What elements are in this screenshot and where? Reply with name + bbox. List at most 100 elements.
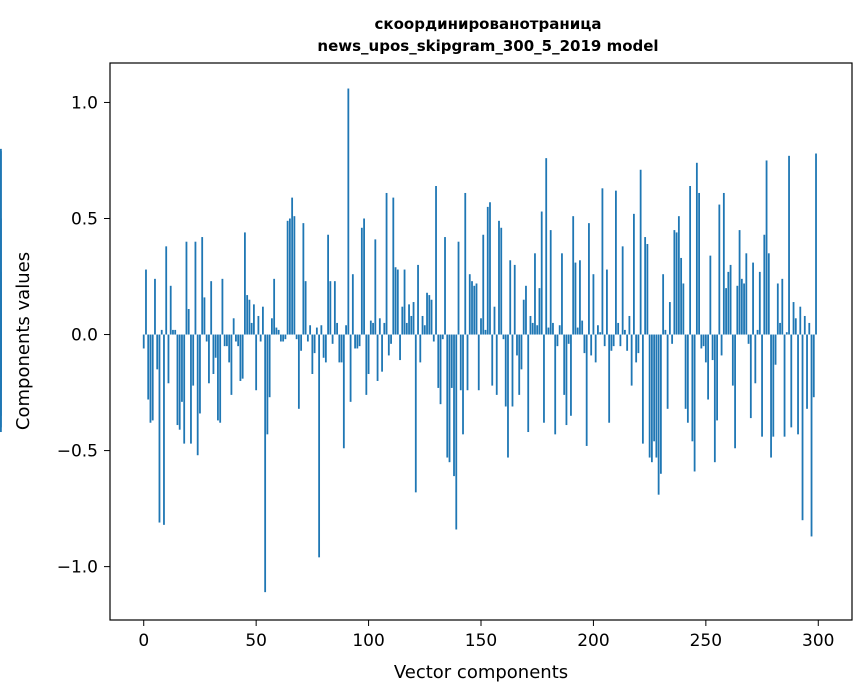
bar-189 (567, 334, 570, 344)
bar-96 (358, 334, 361, 347)
bar-270 (749, 334, 752, 419)
bar-82 (327, 234, 329, 335)
bar-88 (340, 334, 343, 363)
bar-14 (174, 329, 177, 335)
bar-276 (763, 234, 766, 335)
bar-28 (205, 334, 208, 342)
bar-128 (430, 299, 433, 335)
bar-162 (507, 334, 509, 458)
bar-26 (201, 237, 204, 335)
bar-160 (502, 334, 505, 340)
bar-77 (315, 327, 318, 335)
bar-273 (756, 329, 759, 335)
bar-54 (264, 334, 267, 593)
bar-59 (275, 327, 278, 335)
bar-92 (349, 334, 352, 402)
bar-19 (185, 241, 188, 335)
bar-148 (475, 283, 478, 335)
bar-290 (794, 318, 797, 335)
y-tick-label: 0.5 (71, 209, 98, 229)
bar-145 (468, 274, 471, 335)
bar-240 (682, 283, 685, 335)
chart-title-line1: скоординированотраница (375, 15, 602, 33)
bar-222 (641, 334, 644, 444)
bar-112 (394, 267, 397, 335)
bar-170 (525, 285, 527, 335)
bar-163 (509, 260, 512, 335)
bar-235 (671, 334, 674, 344)
bar-265 (738, 230, 741, 335)
bar-236 (673, 230, 676, 335)
x-tick-label: 50 (245, 631, 267, 651)
bar-161 (504, 334, 507, 407)
plot-frame (109, 62, 853, 621)
bar-212 (619, 334, 622, 347)
bar-63 (284, 334, 287, 340)
bar-7 (158, 334, 161, 523)
bar-0 (142, 334, 145, 349)
bar-83 (329, 281, 332, 335)
bar-52 (259, 334, 262, 342)
bar-293 (801, 334, 804, 521)
bar-167 (518, 334, 521, 395)
bar-216 (628, 315, 631, 335)
bar-185 (558, 325, 561, 335)
bar-123 (419, 334, 422, 363)
bar-113 (396, 269, 399, 335)
bar-154 (489, 202, 491, 335)
bar-204 (601, 188, 604, 335)
bar-174 (534, 253, 536, 335)
bar-271 (752, 262, 754, 335)
bar-46 (246, 295, 249, 335)
bar-25 (199, 334, 201, 414)
bar-280 (772, 334, 775, 437)
bar-255 (716, 334, 718, 421)
bar-131 (437, 334, 440, 388)
bar-124 (421, 315, 424, 335)
bar-130 (435, 186, 437, 335)
bar-206 (606, 269, 608, 335)
bar-251 (707, 334, 709, 400)
y-axis-ticks: −1.0 −0.5 0.0 0.5 1.0 (57, 93, 110, 578)
bar-287 (788, 155, 790, 335)
bar-151 (482, 234, 485, 335)
bar-47 (248, 299, 251, 335)
bar-55 (266, 334, 269, 435)
bar-199 (590, 334, 593, 356)
bar-269 (747, 334, 750, 344)
bar-284 (781, 278, 784, 335)
bar-285 (783, 334, 786, 437)
bar-246 (695, 162, 698, 335)
bar-281 (774, 334, 777, 365)
bar-10 (165, 246, 168, 335)
bar-205 (603, 334, 606, 347)
bar-110 (390, 334, 392, 344)
x-axis-label: Vector components (394, 662, 568, 683)
bar-116 (403, 269, 406, 335)
bar-253 (711, 334, 714, 361)
bar-undefined (0, 218, 2, 335)
bar-70 (300, 334, 303, 351)
bar-245 (693, 334, 696, 472)
bar-119 (410, 315, 413, 335)
bar-219 (635, 334, 638, 363)
bar-184 (556, 334, 559, 347)
bar-252 (709, 255, 712, 335)
bar-180 (547, 327, 550, 335)
bar-27 (203, 297, 206, 335)
bar-272 (754, 334, 757, 384)
bar-157 (495, 334, 498, 395)
bar-23 (194, 241, 197, 335)
bar-191 (572, 216, 575, 335)
bar-248 (700, 334, 703, 349)
bar-120 (412, 302, 415, 335)
bar-139 (455, 334, 458, 530)
bar-73 (306, 334, 309, 342)
bar-150 (480, 318, 482, 335)
bar-146 (471, 281, 473, 335)
bar-291 (797, 334, 799, 435)
bar-136 (448, 334, 451, 463)
bar-217 (630, 334, 633, 386)
bar-152 (484, 329, 487, 335)
bar-262 (731, 334, 734, 386)
